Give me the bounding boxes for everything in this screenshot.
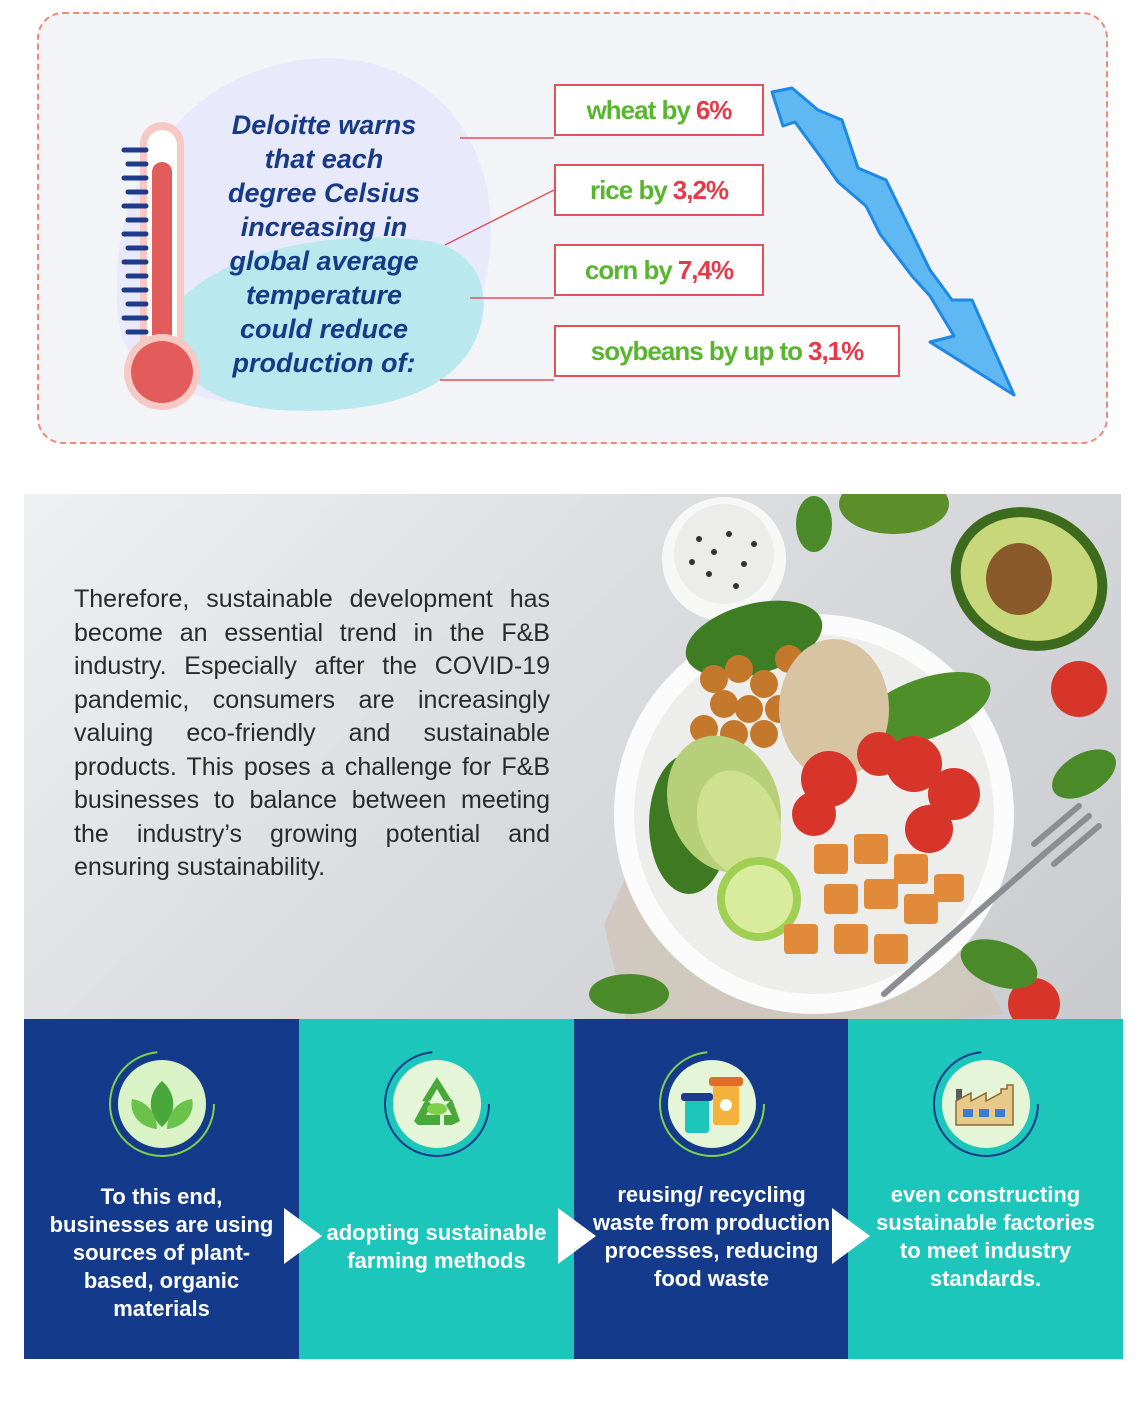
- connector-lines: [440, 137, 555, 381]
- stat-percent: 6%: [695, 94, 733, 125]
- food-background: [24, 494, 1121, 1021]
- warning-line: could reduce: [239, 314, 409, 344]
- step-text: adopting sustainable farming methods: [326, 1220, 547, 1273]
- warning-line: increasing in: [240, 212, 408, 242]
- step-text: even constructing sustainable factories …: [876, 1182, 1095, 1291]
- stat-box-corn: corn by 7,4%: [554, 244, 764, 296]
- leaves-icon: [109, 1051, 215, 1157]
- step-card-4: even constructing sustainable factories …: [848, 1019, 1123, 1359]
- bowl-image: [614, 600, 1014, 1014]
- stat-box-rice: rice by 3,2%: [554, 164, 764, 216]
- fork-image: [881, 803, 1102, 997]
- cyan-blob: [171, 237, 484, 411]
- warning-line: Deloitte warns: [231, 110, 417, 140]
- warning-line: temperature: [245, 280, 403, 310]
- step-card-2: adopting sustainable farming methods: [299, 1019, 574, 1359]
- warning-text: Deloitte warns that each degree Celsius …: [196, 108, 452, 380]
- step-arrow-icon: [832, 1208, 870, 1264]
- stat-crop: rice by: [589, 174, 668, 205]
- salad-bowl-illustration: [589, 494, 1116, 1021]
- stat-percent: 3,2%: [672, 174, 729, 205]
- recycle-icon: [384, 1051, 490, 1157]
- step-text: reusing/ recycling waste from production…: [592, 1182, 831, 1291]
- warning-line: that each: [264, 144, 384, 174]
- stat-crop: soybeans by up to: [590, 335, 803, 366]
- step-card-1: To this end, businesses are using source…: [24, 1019, 299, 1359]
- thermometer-icon: [121, 122, 200, 410]
- avocado-image: [950, 507, 1108, 651]
- stat-percent: 3,1%: [808, 335, 864, 366]
- tomato-image: [1051, 661, 1107, 717]
- tomato-image: [1008, 978, 1060, 1021]
- factory-icon: [933, 1051, 1039, 1157]
- warning-line: global average: [229, 246, 419, 276]
- warning-illustration: [116, 58, 1016, 411]
- down-trend-arrow-icon: [770, 86, 1016, 397]
- stat-box-soybeans: soybeans by up to 3,1%: [554, 325, 900, 377]
- warning-line: degree Celsius: [227, 178, 421, 208]
- step-card-3: reusing/ recycling waste from production…: [574, 1019, 849, 1359]
- stat-crop: corn by: [584, 254, 673, 285]
- cups-icon: [659, 1051, 765, 1157]
- step-arrow-icon: [558, 1208, 596, 1264]
- step-arrow-icon: [284, 1208, 322, 1264]
- stat-box-wheat: wheat by 6%: [554, 84, 764, 136]
- warning-line: production of:: [232, 348, 416, 378]
- stat-crop: wheat by: [586, 94, 691, 125]
- body-text: Therefore, sustainable development has b…: [74, 585, 550, 881]
- stat-percent: 7,4%: [677, 254, 734, 285]
- step-text: To this end, businesses are using source…: [49, 1184, 274, 1321]
